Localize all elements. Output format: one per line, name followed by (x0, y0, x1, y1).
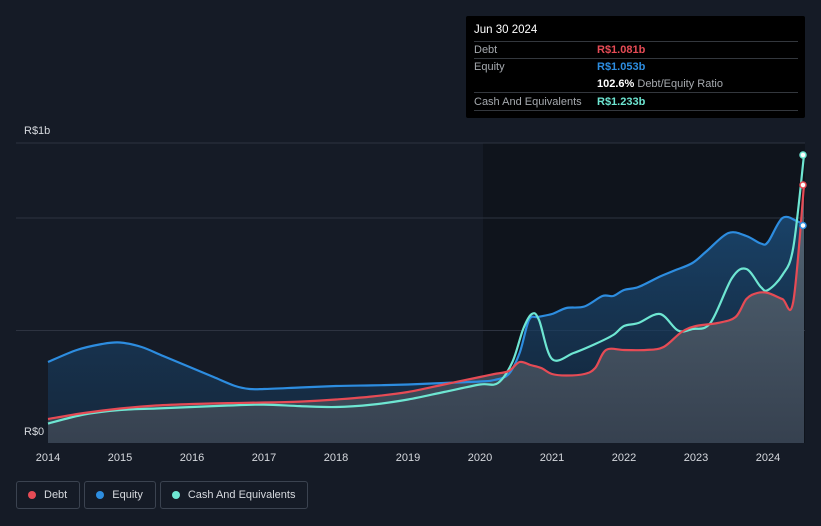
x-tick-label: 2019 (396, 452, 420, 464)
y-axis-labels: R$1b R$0 (24, 125, 50, 438)
tooltip-cash-value: R$1.233b (597, 95, 646, 108)
tooltip-ratio-value: 102.6% (597, 78, 635, 90)
tooltip-debt-value: R$1.081b (597, 44, 646, 56)
x-tick-label: 2020 (468, 452, 492, 464)
debt-area (48, 185, 804, 443)
tooltip-equity-value: R$1.053b (597, 61, 646, 73)
tooltip-row-debt: Debt R$1.081b (474, 41, 798, 58)
tooltip-row-ratio: 102.6% Debt/Equity Ratio (474, 75, 798, 92)
series-endpoints (799, 151, 807, 230)
x-tick-label: 2024 (756, 452, 780, 464)
legend-cash-dot-icon (171, 491, 180, 499)
tooltip-equity-label: Equity (474, 61, 505, 73)
legend-cash-label: Cash And Equivalents (187, 489, 296, 501)
tooltip-ratio-label: Debt/Equity Ratio (637, 78, 723, 90)
legend: Debt Equity Cash And Equivalents (16, 481, 309, 509)
tooltip-debt-label: Debt (474, 44, 498, 56)
x-tick-label: 2015 (108, 452, 132, 464)
x-axis-labels: 2014 2015 2016 2017 2018 2019 2020 2021 2022 2023… (36, 452, 780, 464)
legend-debt-label: Debt (44, 489, 68, 501)
legend-item-debt[interactable]: Debt (16, 481, 81, 509)
y-tick-label: R$0 (24, 426, 44, 438)
legend-item-cash[interactable]: Cash And Equivalents (159, 481, 309, 509)
series-areas (48, 185, 804, 443)
x-tick-label: 2018 (324, 452, 348, 464)
legend-equity-label: Equity (112, 489, 143, 501)
series-lines (47, 154, 806, 425)
debt-endpoint-marker (799, 181, 807, 189)
tooltip-row-equity: Equity R$1.053b (474, 58, 798, 75)
x-tick-label: 2021 (540, 452, 564, 464)
tooltip-cash-label: Cash And Equivalents (474, 95, 582, 108)
tooltip-panel: Jun 30 2024 Debt R$1.081b Equity R$1.053… (466, 16, 805, 118)
x-tick-label: 2023 (684, 452, 708, 464)
tooltip-row-cash: Cash And Equivalents R$1.233b (474, 92, 798, 111)
legend-debt-dot-icon (28, 491, 36, 499)
cash-line (47, 154, 806, 425)
equity-endpoint-marker (799, 221, 807, 230)
x-tick-label: 2022 (612, 452, 636, 464)
equity-line (47, 215, 805, 391)
y-tick-label: R$1b (24, 125, 50, 137)
legend-item-equity[interactable]: Equity (84, 481, 156, 509)
tooltip-date: Jun 30 2024 (474, 24, 538, 36)
debt-line (47, 184, 806, 421)
cash-endpoint-marker (799, 151, 807, 159)
legend-equity-dot-icon (96, 491, 105, 499)
x-tick-label: 2014 (36, 452, 60, 464)
x-tick-label: 2017 (252, 452, 276, 464)
x-tick-label: 2016 (180, 452, 204, 464)
